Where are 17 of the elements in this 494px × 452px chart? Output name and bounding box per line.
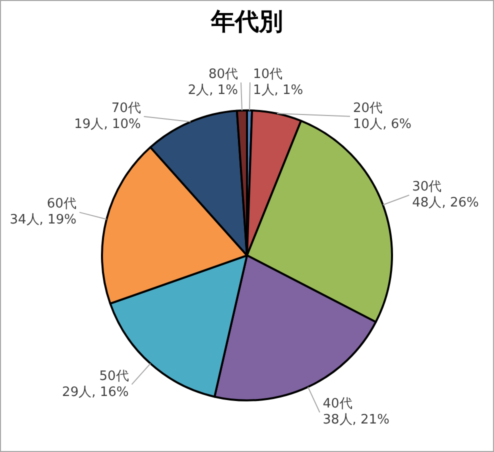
data-label: 2人, 1% [188,82,238,98]
data-label: 1人, 1% [253,82,304,98]
slice-label: 70代 [111,100,141,116]
data-label: 19人, 10% [74,116,141,132]
data-label: 48人, 26% [412,196,479,211]
slice-label: 80代 [208,66,238,82]
data-label: 38人, 21% [322,412,390,428]
slice-label: 50代 [99,368,129,384]
slice-label: 60代 [46,196,76,212]
data-label: 34人, 19% [10,212,76,228]
data-label: 10人, 6% [353,116,412,132]
slice-label: 30代 [412,180,442,195]
chart-title: 年代別 [210,8,283,36]
slice-label: 10代 [253,66,283,82]
slice-label: 40代 [322,396,352,412]
slice-label: 20代 [353,100,383,116]
data-label: 29人, 16% [62,384,129,400]
